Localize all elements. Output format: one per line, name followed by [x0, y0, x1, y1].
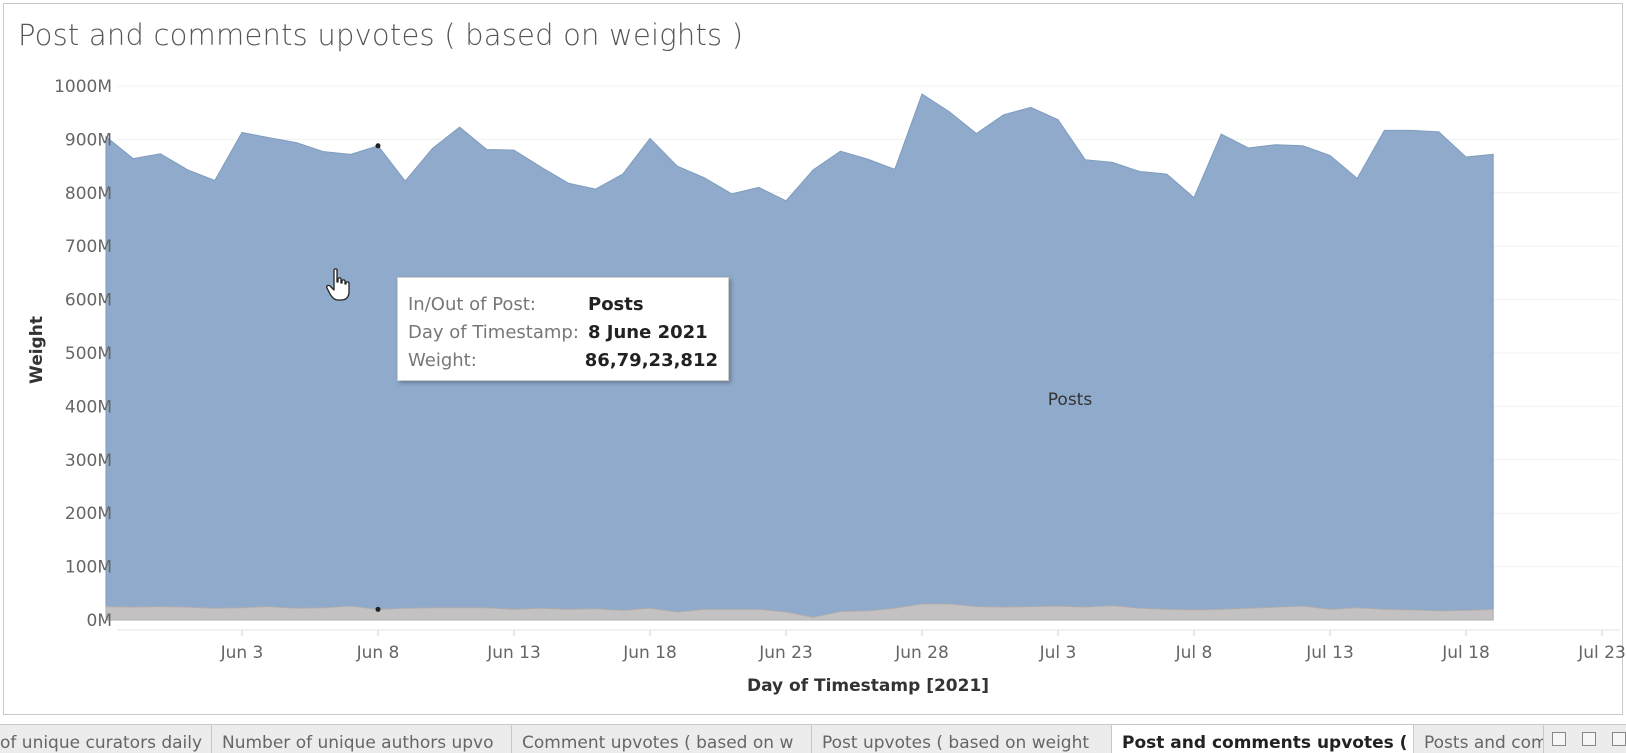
y-tick-label: 500M	[65, 344, 112, 364]
y-tick-label: 700M	[65, 237, 112, 257]
y-tick-label: 100M	[65, 558, 112, 578]
tab-posts-and-comments[interactable]: Posts and com	[1414, 725, 1544, 753]
tooltip-row: Weight: 86,79,23,812	[408, 346, 718, 374]
tooltip-row: In/Out of Post: Posts	[408, 290, 718, 318]
x-axis-title: Day of Timestamp [2021]	[747, 676, 989, 696]
x-tick-label: Jun 3	[220, 643, 264, 663]
x-tick-label: Jun 28	[894, 643, 949, 663]
posts-area-label: Posts	[1048, 390, 1093, 410]
y-tick-label: 300M	[65, 451, 112, 471]
tooltip-key: In/Out of Post:	[408, 293, 536, 315]
tooltip-row: Day of Timestamp: 8 June 2021	[408, 318, 718, 346]
y-axis-title: Weight	[27, 316, 47, 384]
sheet-tab-bar: of unique curators daily Number of uniqu…	[0, 724, 1626, 753]
tab-label: of unique curators daily	[0, 733, 203, 753]
chart-title: Post and comments upvotes ( based on wei…	[18, 18, 744, 52]
tab-label: Post and comments upvotes (	[1122, 733, 1408, 753]
hand-cursor-icon	[326, 268, 350, 301]
x-tick-label: Jul 23	[1577, 643, 1626, 663]
highlight-markers	[375, 143, 381, 612]
areas	[105, 93, 1494, 621]
x-tick-label: Jul 8	[1175, 643, 1213, 663]
y-tick-label: 1000M	[54, 77, 112, 97]
x-tick-label: Jul 3	[1039, 643, 1077, 663]
x-tick-label: Jun 23	[758, 643, 813, 663]
x-tick-label: Jul 13	[1305, 643, 1354, 663]
tooltip-value: 86,79,23,812	[584, 349, 718, 371]
highlight-dot-comments	[375, 606, 381, 612]
y-tick-label: 800M	[65, 184, 112, 204]
x-tick-label: Jun 18	[622, 643, 677, 663]
new-story-icon[interactable]	[1612, 732, 1626, 746]
new-worksheet-icon[interactable]	[1582, 732, 1596, 746]
y-axis-ticks: 0M 100M 200M 300M 400M 500M 600M 700M 800M 900M 10…	[54, 77, 112, 631]
tab-label: Posts and com	[1424, 733, 1544, 753]
tab-label: Comment upvotes ( based on w	[522, 733, 794, 753]
tab-unique-curators[interactable]: of unique curators daily	[0, 725, 212, 753]
comments-area	[105, 603, 1494, 621]
tab-post-and-comments-upvotes[interactable]: Post and comments upvotes (	[1112, 725, 1414, 753]
x-tick-label: Jul 18	[1441, 643, 1490, 663]
tooltip-key: Day of Timestamp:	[408, 321, 579, 343]
x-tick-label: Jun 8	[356, 643, 400, 663]
y-tick-label: 600M	[65, 291, 112, 311]
new-dashboard-icon[interactable]	[1552, 732, 1566, 746]
tooltip-value: 8 June 2021	[588, 321, 708, 343]
posts-area	[105, 93, 1494, 618]
y-tick-label: 400M	[65, 397, 112, 417]
tooltip: In/Out of Post: Posts Day of Timestamp: …	[397, 277, 729, 381]
x-tick-label: Jun 13	[486, 643, 541, 663]
tooltip-key: Weight:	[408, 349, 477, 371]
y-tick-label: 0M	[87, 611, 112, 631]
tab-comment-upvotes[interactable]: Comment upvotes ( based on w	[512, 725, 812, 753]
area-chart[interactable]: 0M 100M 200M 300M 400M 500M 600M 700M 800M 900M 10…	[0, 0, 1626, 720]
tooltip-value: Posts	[588, 293, 644, 315]
y-tick-label: 200M	[65, 504, 112, 524]
tab-label: Number of unique authors upvo	[222, 733, 494, 753]
tab-unique-authors[interactable]: Number of unique authors upvo	[212, 725, 512, 753]
tab-post-upvotes[interactable]: Post upvotes ( based on weight	[812, 725, 1112, 753]
y-tick-label: 900M	[65, 130, 112, 150]
x-axis-ticks: Jun 3 Jun 8 Jun 13 Jun 18 Jun 23 Jun 28 Jul 3 J…	[220, 630, 1626, 663]
tab-label: Post upvotes ( based on weight	[822, 733, 1090, 753]
highlight-dot-posts	[375, 143, 381, 149]
